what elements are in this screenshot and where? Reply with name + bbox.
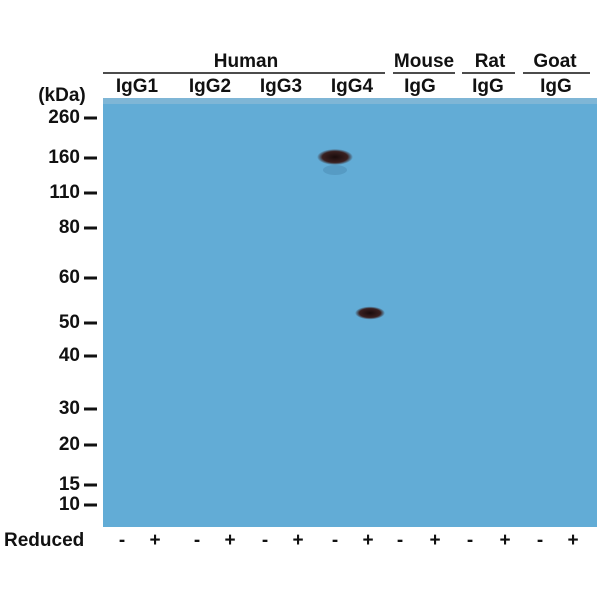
marker-label: 60 (59, 267, 80, 288)
reduced-sign: - (467, 530, 473, 551)
reduced-sign: + (292, 530, 303, 551)
subgroup-label: IgG1 (116, 76, 159, 97)
marker-label: 30 (59, 398, 80, 419)
reduced-sign: + (362, 530, 373, 551)
subgroup-label: IgG4 (331, 76, 374, 97)
group-label: Goat (533, 51, 577, 72)
band (317, 149, 353, 165)
marker-label: 160 (48, 147, 80, 168)
band-smear (323, 165, 347, 175)
reduced-sign: - (397, 530, 403, 551)
marker-label: 110 (49, 182, 80, 203)
reduced-sign: + (149, 530, 160, 551)
subgroup-label: IgG2 (189, 76, 231, 97)
group-label: Mouse (394, 51, 454, 72)
reduced-label: Reduced (4, 530, 84, 551)
band (355, 306, 385, 320)
reduced-sign: - (194, 530, 200, 551)
reduced-sign: + (567, 530, 578, 551)
membrane-edge (103, 98, 597, 104)
reduced-sign: + (429, 530, 440, 551)
reduced-sign: + (224, 530, 235, 551)
marker-label: 260 (48, 107, 80, 128)
marker-label: 20 (59, 434, 80, 455)
marker-label: 15 (59, 474, 81, 495)
marker-label: 50 (59, 312, 80, 333)
reduced-sign: - (262, 530, 268, 551)
subgroup-label: IgG (540, 76, 572, 97)
marker-label: 40 (59, 345, 80, 366)
group-label: Rat (475, 51, 506, 72)
reduced-sign: - (537, 530, 543, 551)
group-label: Human (214, 51, 278, 72)
marker-label: 10 (59, 494, 80, 515)
reduced-sign: - (332, 530, 338, 551)
blot-membrane (103, 98, 597, 527)
reduced-sign: - (119, 530, 125, 551)
marker-label: 80 (59, 217, 80, 238)
subgroup-label: IgG3 (260, 76, 302, 97)
subgroup-label: IgG (472, 76, 504, 97)
axis-unit: (kDa) (38, 85, 86, 106)
subgroup-label: IgG (404, 76, 436, 97)
reduced-sign: + (499, 530, 510, 551)
